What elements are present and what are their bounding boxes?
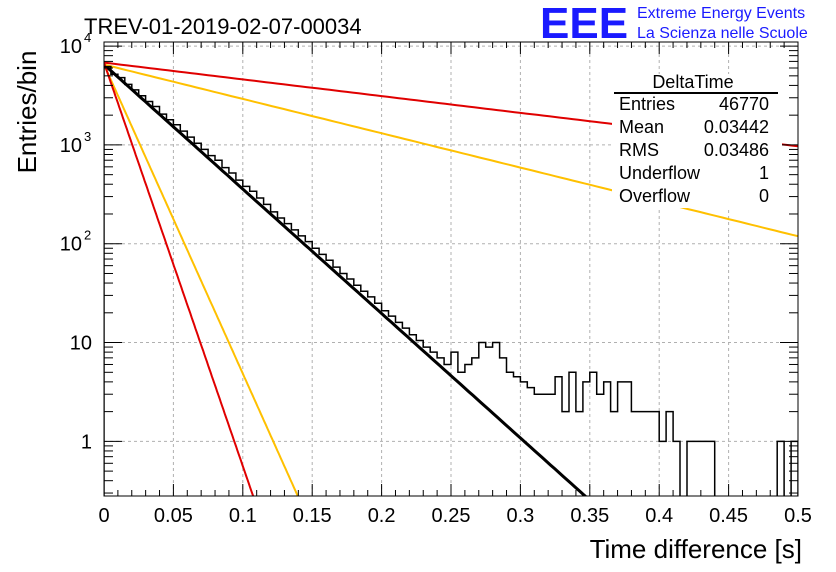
fit-curve — [104, 63, 588, 496]
x-tick-label: 0.35 — [570, 505, 609, 527]
x-tick-label: 0.15 — [293, 505, 332, 527]
x-tick-label: 0.05 — [154, 505, 193, 527]
x-tick-label: 0.1 — [229, 505, 257, 527]
y-tick-exponent: 4 — [84, 30, 91, 45]
y-axis-title: Entries/bin — [12, 51, 42, 174]
x-axis-title: Time difference [s] — [590, 534, 802, 564]
stats-label: Overflow — [619, 186, 691, 206]
stats-box-background — [612, 74, 782, 208]
stats-label: RMS — [619, 140, 659, 160]
axis-ticks: 0 0.05 0.1 0.15 0.2 0.25 0.3 0.35 0.4 0.45 0.51101… — [60, 30, 812, 527]
stats-label: Entries — [619, 94, 675, 114]
y-tick-label: 10 — [60, 36, 82, 58]
stats-value: 46770 — [719, 94, 769, 114]
stats-value: 1 — [759, 163, 769, 183]
x-tick-label: 0.2 — [368, 505, 396, 527]
y-tick-exponent: 2 — [84, 228, 91, 243]
stats-value: 0 — [759, 186, 769, 206]
histogram-layer — [104, 65, 798, 496]
stats-label: Underflow — [619, 163, 701, 183]
x-tick-label: 0.4 — [645, 505, 673, 527]
stats-box: DeltaTime Entries 46770 Mean 0.03442 RMS 0.03… — [612, 72, 782, 208]
reference-curve-4 — [104, 62, 255, 496]
y-tick-label: 10 — [60, 234, 82, 256]
chart-title: TREV-01-2019-02-07-00034 — [84, 14, 362, 39]
x-tick-label: 0.25 — [432, 505, 471, 527]
stats-value: 0.03442 — [704, 117, 769, 137]
x-tick-label: 0.5 — [784, 505, 812, 527]
y-tick-label: 10 — [60, 135, 82, 157]
eee-logo: EEE Extreme Energy Events La Scienza nel… — [540, 0, 808, 48]
logo-line-1: Extreme Energy Events — [637, 5, 805, 22]
logo-line-2: La Scienza nelle Scuole — [637, 25, 808, 42]
stats-label: Mean — [619, 117, 664, 137]
stats-value: 0.03486 — [704, 140, 769, 160]
x-tick-label: 0.45 — [709, 505, 748, 527]
y-tick-label: 10 — [70, 333, 92, 355]
stats-box-title: DeltaTime — [652, 72, 733, 92]
y-tick-label: 1 — [81, 431, 92, 453]
logo-mark: EEE — [540, 0, 628, 48]
y-tick-exponent: 3 — [84, 129, 91, 144]
x-tick-label: 0 — [98, 505, 109, 527]
histogram-outline — [104, 65, 798, 496]
x-tick-label: 0.3 — [506, 505, 534, 527]
reference-curve-3 — [104, 64, 299, 496]
